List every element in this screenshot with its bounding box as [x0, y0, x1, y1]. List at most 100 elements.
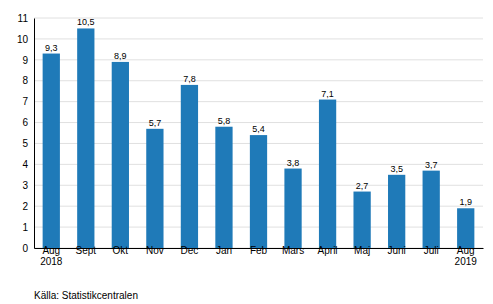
x-tick-label-line: Aug — [457, 245, 475, 256]
y-axis-line — [34, 19, 35, 249]
x-tick-label-line: 2018 — [40, 256, 63, 267]
x-tick-label-line: Juli — [424, 245, 439, 256]
y-tick-label: 0 — [22, 243, 28, 254]
x-tick-label-line: Dec — [181, 245, 199, 256]
x-tick-label-line: April — [318, 245, 338, 256]
grid-line — [34, 80, 483, 81]
data-label: 2,7 — [356, 181, 369, 191]
bar — [77, 28, 94, 248]
grid-line — [34, 18, 483, 19]
y-tick: 8 — [22, 75, 28, 86]
data-label: 5,8 — [218, 116, 231, 126]
source: Källa: Statistikcentralen — [34, 290, 138, 301]
grid-line — [34, 59, 483, 60]
data-label: 3,7 — [425, 160, 438, 170]
data-label: 7,1 — [321, 89, 334, 99]
y-tick: 7 — [22, 96, 28, 107]
x-axis: Aug2018SeptOktNovDecJanFebMarsAprilMajJu… — [35, 245, 484, 267]
x-tick-label-line: 2019 — [455, 256, 478, 267]
x-tick-label-line: Jan — [216, 245, 232, 256]
x-tick-label-line: Okt — [113, 245, 129, 256]
grid — [34, 18, 483, 248]
x-tick-label: Aug2018 — [40, 245, 63, 267]
x-tick-label: Jan — [216, 245, 232, 256]
bar — [388, 175, 405, 248]
x-tick-label-line: Feb — [250, 245, 268, 256]
bar — [423, 171, 440, 248]
bar — [146, 129, 163, 248]
bar — [250, 135, 267, 248]
x-tick-label: Mars — [282, 245, 304, 256]
y-tick-label: 1 — [22, 222, 28, 233]
y-tick-label: 10 — [17, 34, 29, 45]
y-tick: 1 — [22, 222, 28, 233]
y-tick-label: 8 — [22, 75, 28, 86]
x-tick: Mars — [282, 245, 304, 256]
y-tick: 9 — [22, 55, 28, 66]
x-tick-label: Nov — [146, 245, 164, 256]
bar — [319, 100, 336, 248]
x-tick-label-line: Maj — [354, 245, 370, 256]
data-label: 1,9 — [459, 197, 472, 207]
x-tick: Aug2018 — [40, 245, 63, 267]
data-label: 5,7 — [149, 118, 162, 128]
x-tick: Maj — [354, 245, 370, 256]
data-label: 9,3 — [45, 43, 58, 53]
x-tick-label-line: Juni — [387, 245, 405, 256]
y-tick: 0 — [22, 243, 28, 254]
y-tick-label: 6 — [22, 117, 28, 128]
x-tick: Feb — [250, 245, 268, 256]
bar — [43, 54, 60, 248]
x-tick-label: Maj — [354, 245, 370, 256]
y-tick-label: 11 — [18, 13, 29, 24]
bar — [353, 192, 370, 248]
y-tick-label: 9 — [22, 55, 28, 66]
x-tick-label-line: Nov — [146, 245, 164, 256]
data-label: 7,8 — [183, 74, 196, 84]
bars — [43, 28, 475, 248]
x-tick: April — [318, 245, 338, 256]
x-tick: Aug2019 — [455, 245, 478, 267]
x-tick-label: Juni — [387, 245, 405, 256]
grid-line — [34, 38, 483, 39]
x-tick-label: Juli — [424, 245, 439, 256]
data-labels: 9,3 10,5 8,9 5,7 7,8 5,8 5,4 3,8 7,1 2,7 3,5 3,7 1,9 — [45, 17, 472, 207]
data-label: 5,4 — [252, 124, 265, 134]
x-tick-label-line: Mars — [282, 245, 304, 256]
y-tick-label: 2 — [22, 201, 28, 212]
x-tick: Jan — [216, 245, 232, 256]
bar — [457, 208, 474, 248]
x-tick: Okt — [113, 245, 129, 256]
grid-line — [34, 122, 483, 123]
x-tick-label: April — [318, 245, 338, 256]
y-tick: 10 — [17, 34, 29, 45]
data-label: 8,9 — [114, 51, 127, 61]
data-label: 3,5 — [390, 164, 403, 174]
x-tick-label: Okt — [113, 245, 129, 256]
data-label: 10,5 — [77, 17, 95, 27]
y-tick-label: 5 — [22, 138, 28, 149]
x-tick-label: Sept — [76, 245, 97, 256]
y-tick: 2 — [22, 201, 28, 212]
y-tick-label: 4 — [22, 159, 28, 170]
y-tick-label: 3 — [22, 180, 28, 191]
x-tick-label-line: Aug — [42, 245, 60, 256]
y-tick: 6 — [22, 117, 28, 128]
data-label: 3,8 — [287, 158, 300, 168]
chart: 01234567891011Aug2018SeptOktNovDecJanFeb… — [0, 0, 493, 304]
bar — [112, 62, 129, 248]
x-tick: Sept — [76, 245, 97, 256]
y-tick-label: 7 — [22, 96, 28, 107]
x-tick: Nov — [146, 245, 164, 256]
x-tick-label-line: Sept — [76, 245, 97, 256]
bar — [215, 127, 232, 248]
x-tick-label: Feb — [250, 245, 268, 256]
y-tick: 5 — [22, 138, 28, 149]
grid-line — [34, 101, 483, 102]
x-tick: Dec — [181, 245, 199, 256]
y-tick: 4 — [22, 159, 28, 170]
x-tick: Juli — [424, 245, 439, 256]
x-tick-label: Dec — [181, 245, 199, 256]
bar — [284, 169, 301, 248]
y-tick: 11 — [18, 13, 29, 24]
